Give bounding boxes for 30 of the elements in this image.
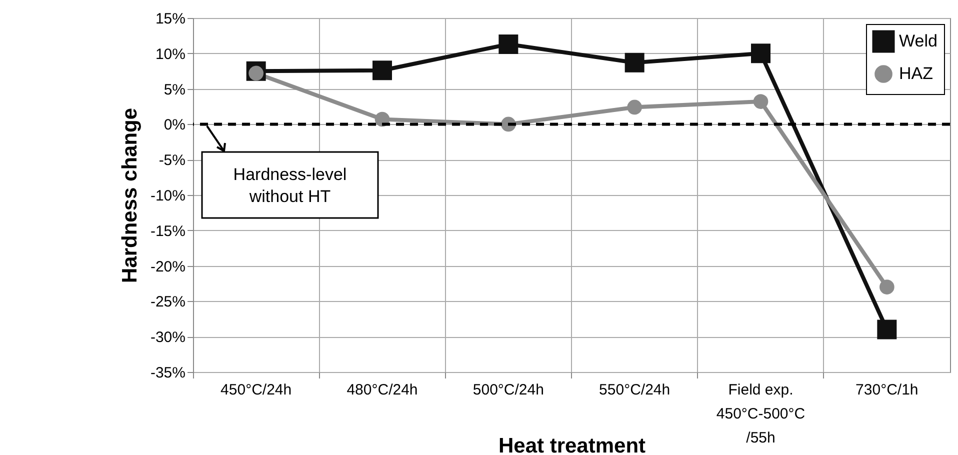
- x-tick-label: 500°C/24h: [472, 382, 544, 398]
- x-axis-title: Heat treatment: [498, 434, 646, 455]
- point: [627, 100, 642, 115]
- y-tick-label: 10%: [155, 46, 186, 63]
- x-tick-label: 550°C/24h: [599, 382, 670, 398]
- y-tick-label: -10%: [150, 188, 186, 204]
- y-tick-label: 5%: [164, 81, 186, 98]
- x-tick-label: 480°C/24h: [346, 382, 418, 398]
- y-tick-label: 0%: [164, 116, 186, 134]
- x-tick-label: 450°C/24h: [220, 382, 292, 398]
- point: [624, 52, 644, 72]
- y-tick-label: 15%: [155, 10, 186, 28]
- point: [880, 280, 894, 294]
- y-tick-label: -15%: [150, 222, 186, 240]
- legend-label: Weld: [899, 32, 938, 50]
- y-axis-title: Hardness change: [118, 108, 142, 284]
- y-tick-label: -5%: [158, 152, 186, 170]
- point: [372, 60, 392, 80]
- ref-line-label: Hardness-level without HT: [233, 165, 347, 206]
- point: [751, 44, 770, 64]
- y-tick-label: -25%: [150, 294, 186, 311]
- y-tick-label: -20%: [150, 258, 186, 276]
- point: [498, 34, 518, 54]
- point: [753, 94, 768, 109]
- point: [877, 320, 897, 340]
- x-tick-label: Field exp. 450°C-500°C /55h: [716, 382, 806, 446]
- y-tick-label: -30%: [150, 329, 186, 346]
- x-tick-label: 730°C/1h: [856, 382, 918, 398]
- legend-label: HAZ: [899, 64, 933, 83]
- y-tick-label: -35%: [150, 364, 186, 382]
